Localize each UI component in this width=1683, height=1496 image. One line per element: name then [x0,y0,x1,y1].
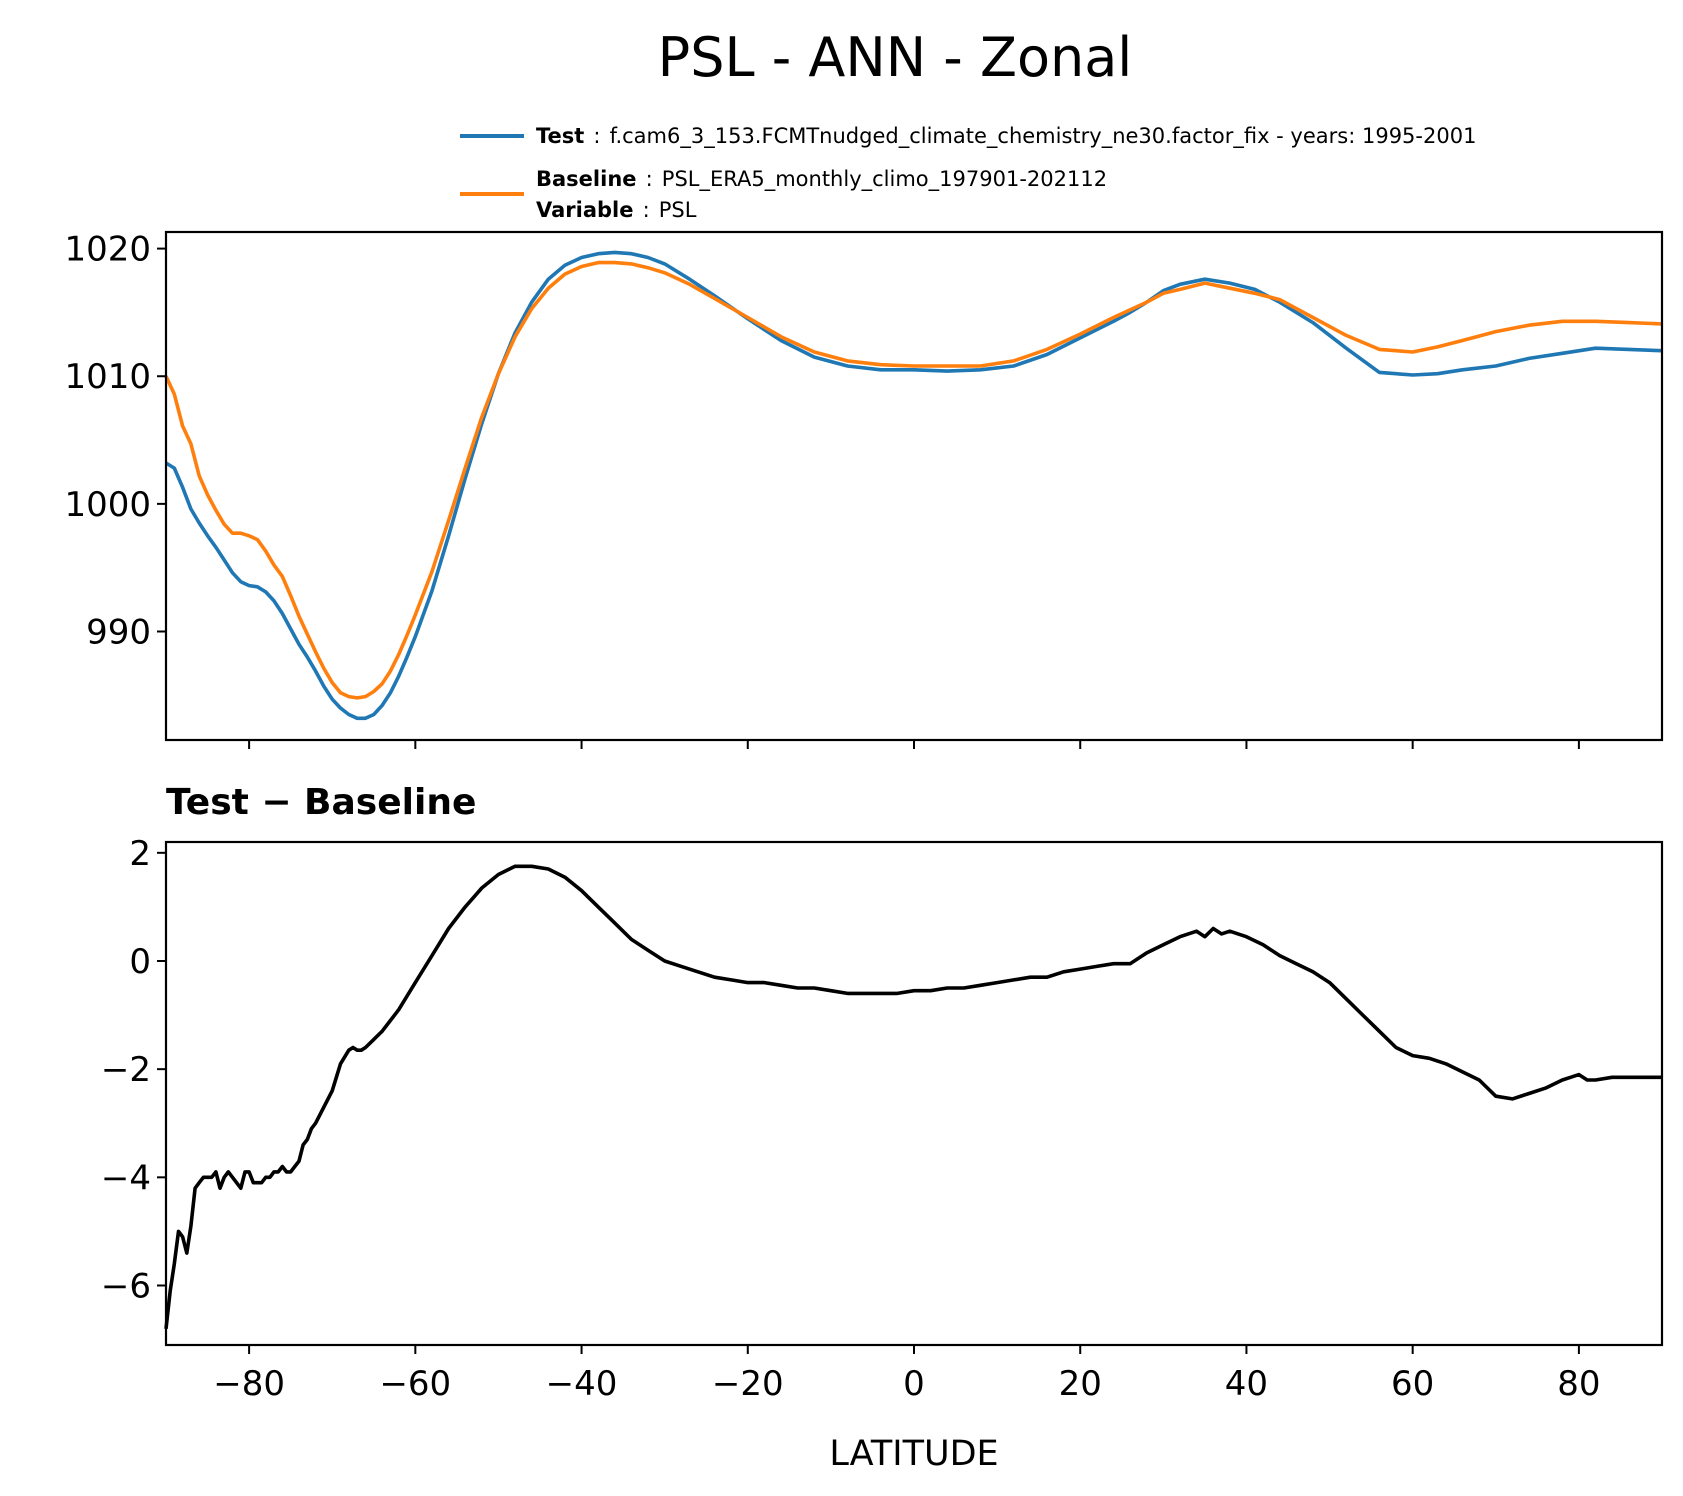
top-y-tick-label: 1000 [64,485,151,525]
bottom-x-tick-label: −60 [379,1364,451,1404]
top-axes-frame [164,230,1664,742]
legend-variable-key: Variable [536,198,633,222]
bottom-y-tick-label: 2 [129,834,151,874]
legend: Test : f.cam6_3_153.FCMTnudged_climate_c… [460,124,1476,222]
bottom-series-0-line [164,864,1662,1329]
bottom-x-tick-label: −80 [213,1364,285,1404]
top-y-tick-label: 990 [86,613,151,653]
bottom-axes-frame [164,840,1664,1347]
bottom-x-tick-label: −40 [546,1364,618,1404]
bottom-y-tick-label: −2 [101,1050,151,1090]
bottom-x-tick-label: 20 [1059,1364,1102,1404]
difference-panel: Test − Baseline −6−4−202−80 −60 −40 −20 0 20 4… [101,782,1664,1474]
legend-variable-value: PSL [659,198,697,222]
legend-test-sep: : [593,124,600,148]
legend-test-key: Test [536,124,584,148]
x-axis-label: LATITUDE [829,1434,998,1474]
legend-baseline-label: Baseline : PSL_ERA5_monthly_climo_197901… [536,167,1107,192]
top-series-1-line [164,260,1663,700]
legend-test-label: Test : f.cam6_3_153.FCMTnudged_climate_c… [536,124,1476,149]
top-series-0-line [165,250,1663,721]
bottom-x-tick-label: 40 [1225,1364,1268,1404]
top-y-tick-label: 1010 [64,357,151,397]
bottom-x-tick-label: 0 [903,1364,925,1404]
bottom-x-tick-label: 60 [1391,1364,1434,1404]
top-y-tick-label: 1020 [64,230,151,270]
bottom-y-tick-label: 0 [129,942,151,982]
legend-baseline-sep: : [646,167,653,191]
legend-variable-sep: : [643,198,650,222]
bottom-y-tick-label: −4 [101,1158,151,1198]
legend-baseline-value: PSL_ERA5_monthly_climo_197901-202112 [662,167,1107,192]
bottom-x-tick-label: −20 [712,1364,784,1404]
bottom-x-tick-label: 80 [1557,1364,1600,1404]
difference-panel-title: Test − Baseline [166,782,476,823]
psl-zonal-panel: 990 1000 1010 1020 [64,230,1664,749]
legend-variable-label: Variable : PSL [536,198,697,222]
bottom-y-tick-label: −6 [101,1267,151,1307]
legend-test-value: f.cam6_3_153.FCMTnudged_climate_chemistr… [610,124,1477,149]
legend-baseline-key: Baseline [536,167,637,191]
figure-title: PSL - ANN - Zonal [658,26,1133,89]
